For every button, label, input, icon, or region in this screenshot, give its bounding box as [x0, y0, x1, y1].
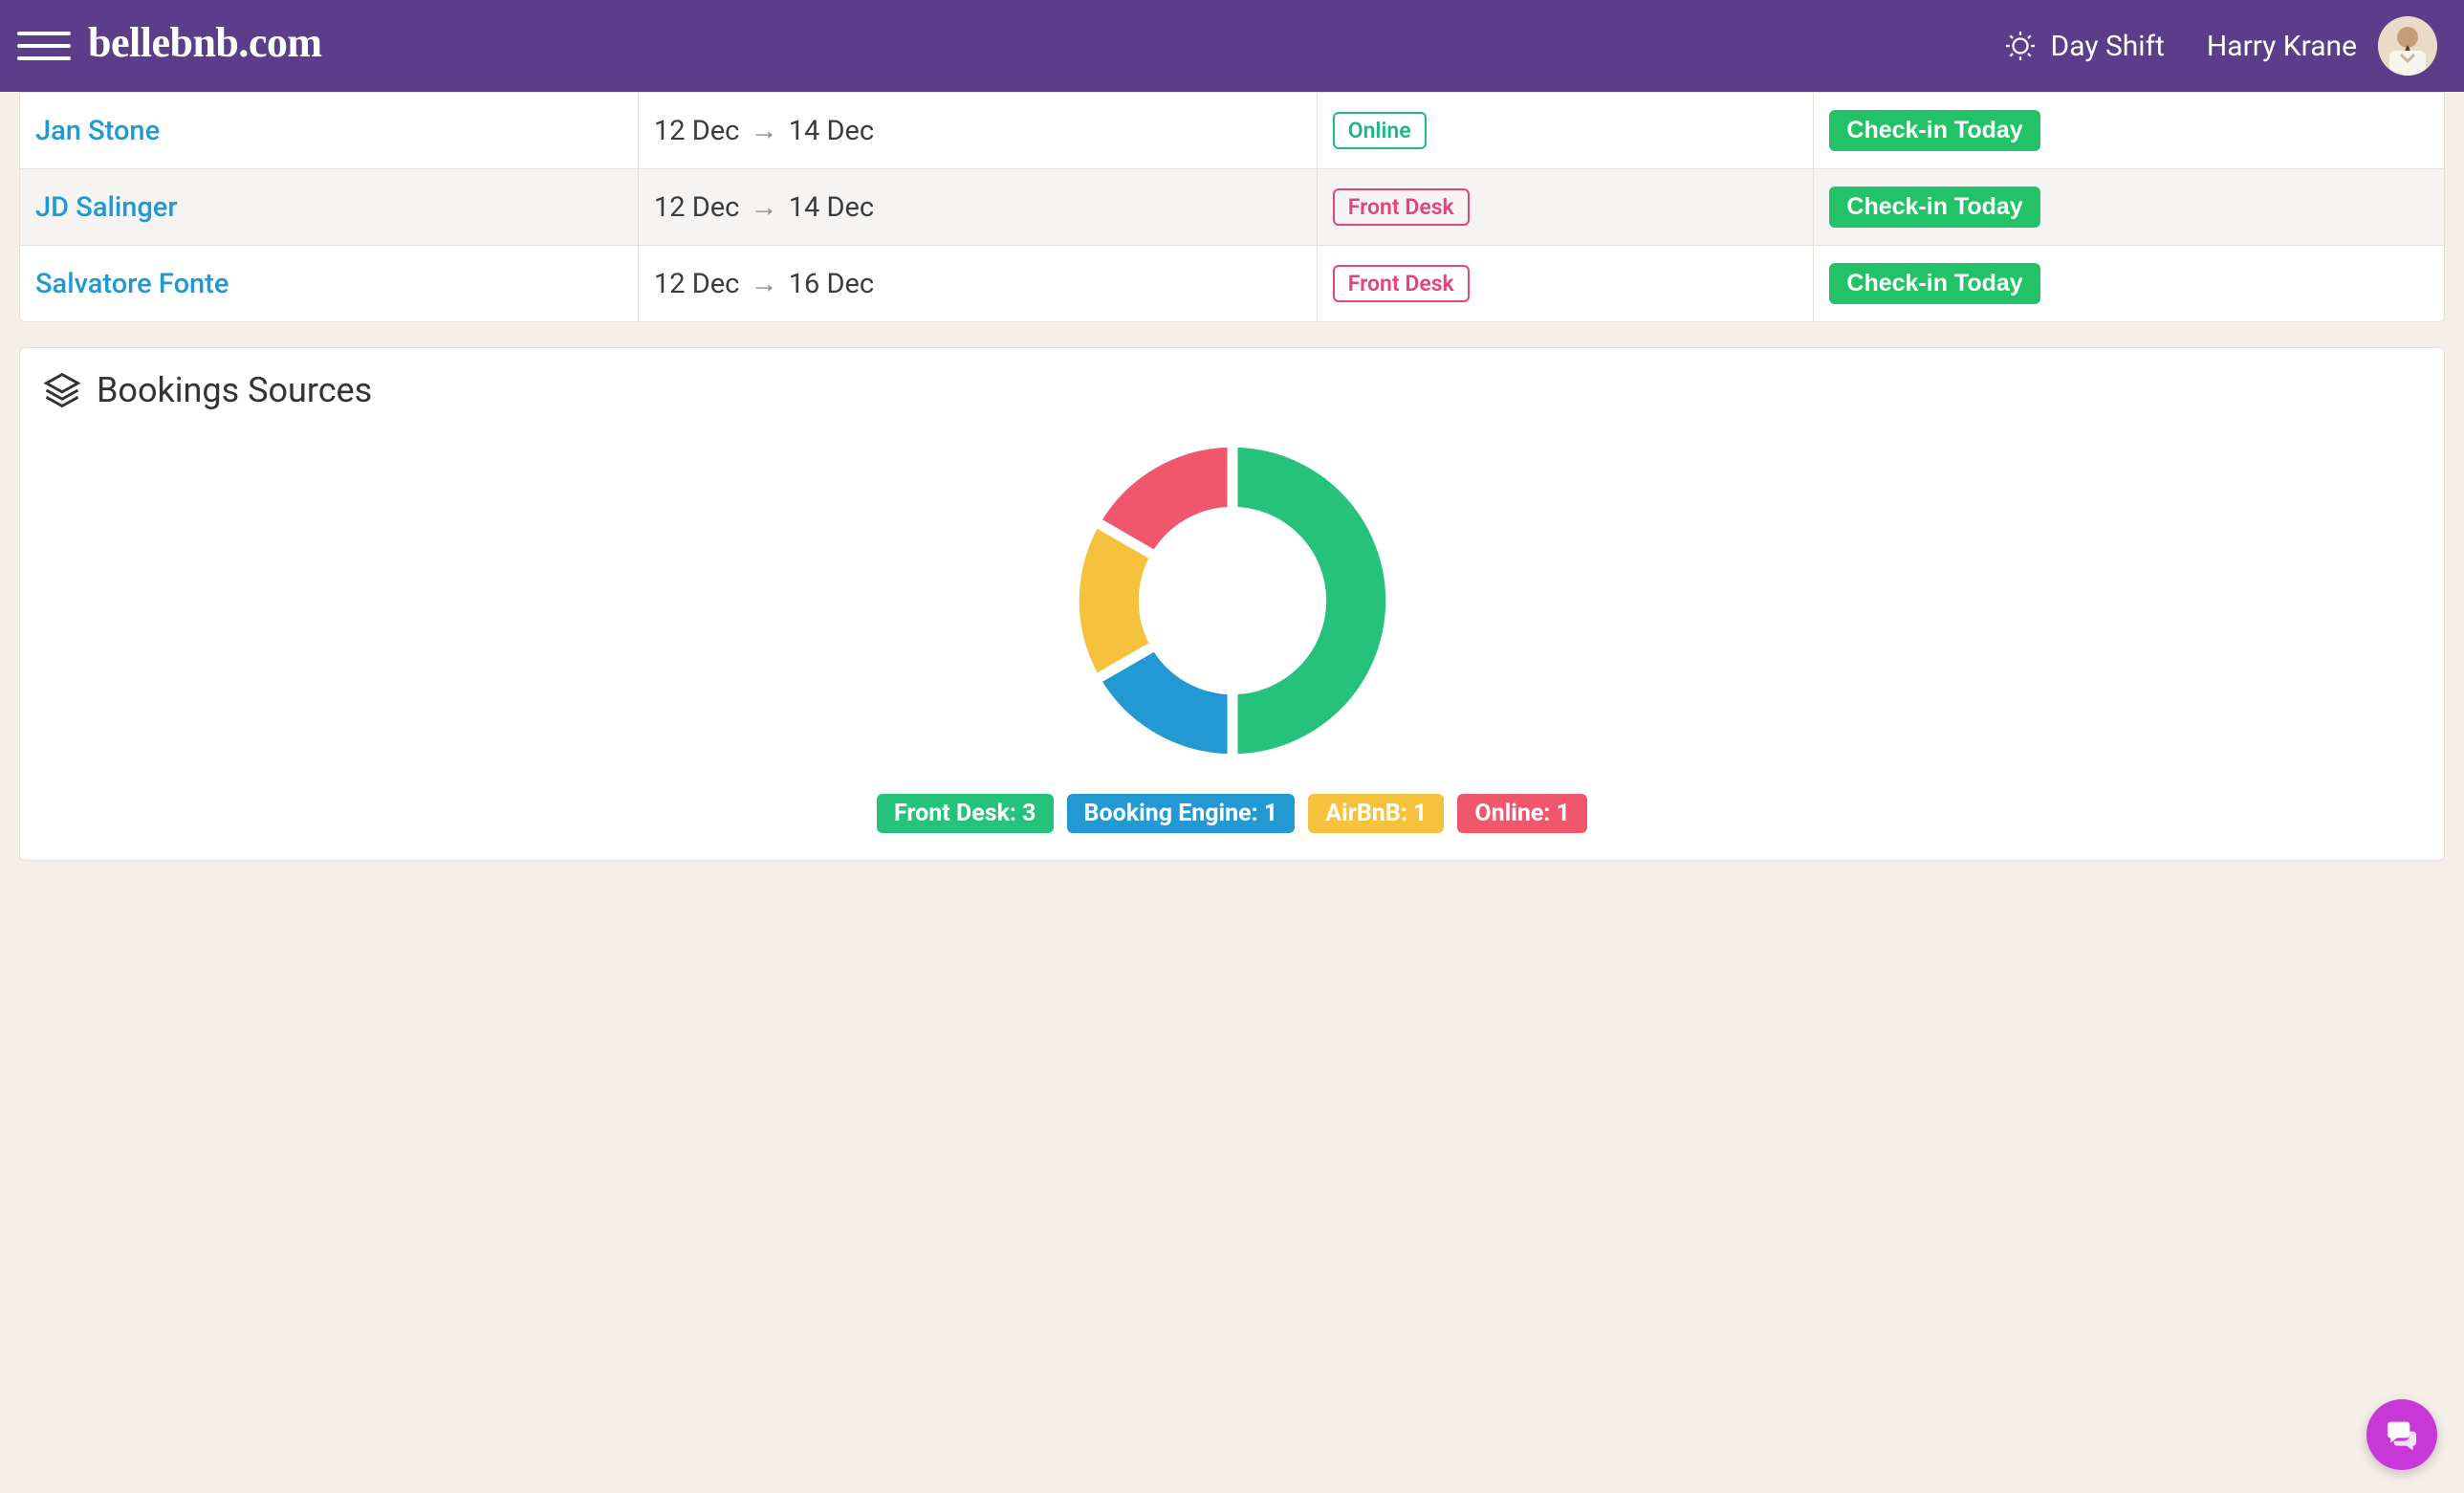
topbar: bellebnb.com Day Shift Harry Krane — [0, 0, 2464, 92]
chart-legend: Front Desk: 3 Booking Engine: 1 AirBnB: 1 O… — [41, 794, 2423, 833]
checkin-button[interactable]: Check-in Today — [1829, 263, 2039, 304]
legend-pill[interactable]: Front Desk: 3 — [877, 794, 1054, 833]
donut-chart — [1060, 428, 1405, 773]
source-tag: Front Desk — [1333, 188, 1470, 227]
donut-slice[interactable] — [1232, 442, 1391, 758]
legend-pill[interactable]: Online: 1 — [1457, 794, 1587, 833]
arrow-icon: → — [751, 115, 778, 147]
guest-link[interactable]: Jan Stone — [35, 115, 160, 147]
donut-chart-container — [41, 411, 2423, 794]
menu-icon[interactable] — [17, 19, 71, 73]
arrow-icon: → — [751, 191, 778, 224]
avatar[interactable] — [2378, 16, 2437, 76]
layers-icon — [41, 369, 83, 411]
guest-link[interactable]: Salvatore Fonte — [35, 268, 229, 300]
date-range: 12 Dec → 16 Dec — [638, 246, 1317, 322]
date-range: 12 Dec → 14 Dec — [638, 169, 1317, 246]
table-row: Salvatore Fonte 12 Dec → 16 Dec Front Desk… — [20, 246, 2444, 322]
user-name[interactable]: Harry Krane — [2207, 30, 2357, 63]
legend-pill[interactable]: Booking Engine: 1 — [1067, 794, 1296, 833]
donut-slice[interactable] — [1095, 442, 1232, 556]
table-row: JD Salinger 12 Dec → 14 Dec Front Desk Chec… — [20, 169, 2444, 246]
date-range: 12 Dec → 14 Dec — [638, 93, 1317, 169]
avatar-image — [2378, 16, 2437, 76]
checkin-button[interactable]: Check-in Today — [1829, 110, 2039, 151]
source-tag: Online — [1333, 112, 1427, 150]
chat-icon — [2383, 1416, 2421, 1454]
logo[interactable]: bellebnb.com — [88, 22, 322, 70]
shift-label: Day Shift — [2051, 30, 2165, 63]
shift-toggle[interactable]: Day Shift — [2003, 29, 2165, 63]
bookings-table: Jan Stone 12 Dec → 14 Dec Online Check-in T… — [19, 92, 2445, 322]
legend-pill[interactable]: AirBnB: 1 — [1308, 794, 1444, 833]
guest-link[interactable]: JD Salinger — [35, 191, 178, 224]
sun-icon — [2003, 29, 2038, 63]
arrow-icon: → — [751, 268, 778, 300]
panel-title: Bookings Sources — [41, 369, 2423, 411]
source-tag: Front Desk — [1333, 265, 1470, 303]
chat-button[interactable] — [2366, 1399, 2437, 1470]
panel-title-text: Bookings Sources — [97, 370, 372, 410]
bookings-sources-panel: Bookings Sources Front Desk: 3 Booking En… — [19, 347, 2445, 861]
checkin-button[interactable]: Check-in Today — [1829, 187, 2039, 228]
table-row: Jan Stone 12 Dec → 14 Dec Online Check-in T… — [20, 93, 2444, 169]
